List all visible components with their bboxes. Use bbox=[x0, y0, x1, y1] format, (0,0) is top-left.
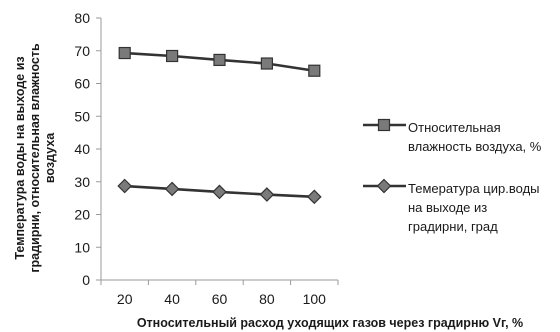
square-marker bbox=[166, 49, 179, 63]
y-tick-label: 20 bbox=[74, 207, 90, 223]
square-marker bbox=[308, 64, 321, 77]
legend-label: на выходе из bbox=[408, 200, 487, 215]
y-axis-title-line-2: градирни, относительная влажность bbox=[28, 43, 42, 273]
y-tick-label: 40 bbox=[74, 141, 90, 157]
square-marker bbox=[260, 57, 273, 70]
square-marker bbox=[377, 118, 391, 132]
y-tick-label: 0 bbox=[82, 272, 90, 288]
x-tick-label: 60 bbox=[212, 291, 228, 307]
y-tick-label: 80 bbox=[74, 10, 90, 26]
x-tick-label: 40 bbox=[164, 291, 180, 307]
x-axis-title: Относительный расход уходящих газов чере… bbox=[137, 316, 523, 330]
square-marker bbox=[213, 53, 226, 67]
legend-label: градирни, град bbox=[408, 219, 498, 234]
series-humidity bbox=[118, 46, 321, 77]
y-axis-title: Температура воды на выходе из градирни, … bbox=[13, 43, 57, 273]
series-water-temperature bbox=[117, 178, 322, 205]
y-tick-label: 60 bbox=[74, 76, 90, 92]
legend-label: Темература цир.воды bbox=[408, 181, 540, 196]
diamond-marker bbox=[306, 189, 322, 205]
legend: Относительная влажность воздуха, % Темерат… bbox=[363, 118, 542, 234]
diamond-marker bbox=[376, 178, 392, 194]
diamond-marker bbox=[117, 178, 133, 194]
y-axis-title-line-1: Температура воды на выходе из bbox=[13, 56, 27, 259]
y-tick-label: 70 bbox=[74, 43, 90, 59]
y-tick-label: 10 bbox=[74, 239, 90, 255]
x-tick-label: 100 bbox=[303, 291, 327, 307]
legend-entry: Относительная влажность воздуха, % bbox=[363, 118, 542, 154]
y-axis-title-line-3: воздуха bbox=[43, 132, 57, 183]
series-layer bbox=[117, 46, 322, 205]
y-ticks: 0 10 20 30 40 50 60 70 80 bbox=[74, 10, 101, 288]
legend-label: влажность воздуха, % bbox=[408, 139, 542, 154]
diamond-marker bbox=[164, 181, 180, 197]
legend-entry: Темература цир.воды на выходе из градирни,… bbox=[363, 178, 540, 234]
square-marker bbox=[118, 46, 131, 60]
diamond-marker bbox=[259, 187, 275, 202]
legend-label: Относительная bbox=[408, 120, 501, 135]
x-tick-label: 20 bbox=[117, 291, 133, 307]
x-tick-label: 80 bbox=[259, 291, 275, 307]
x-ticks: 20 40 60 80 100 bbox=[100, 280, 339, 307]
y-tick-label: 50 bbox=[74, 108, 90, 124]
diamond-marker bbox=[212, 184, 227, 200]
y-tick-label: 30 bbox=[74, 174, 90, 190]
